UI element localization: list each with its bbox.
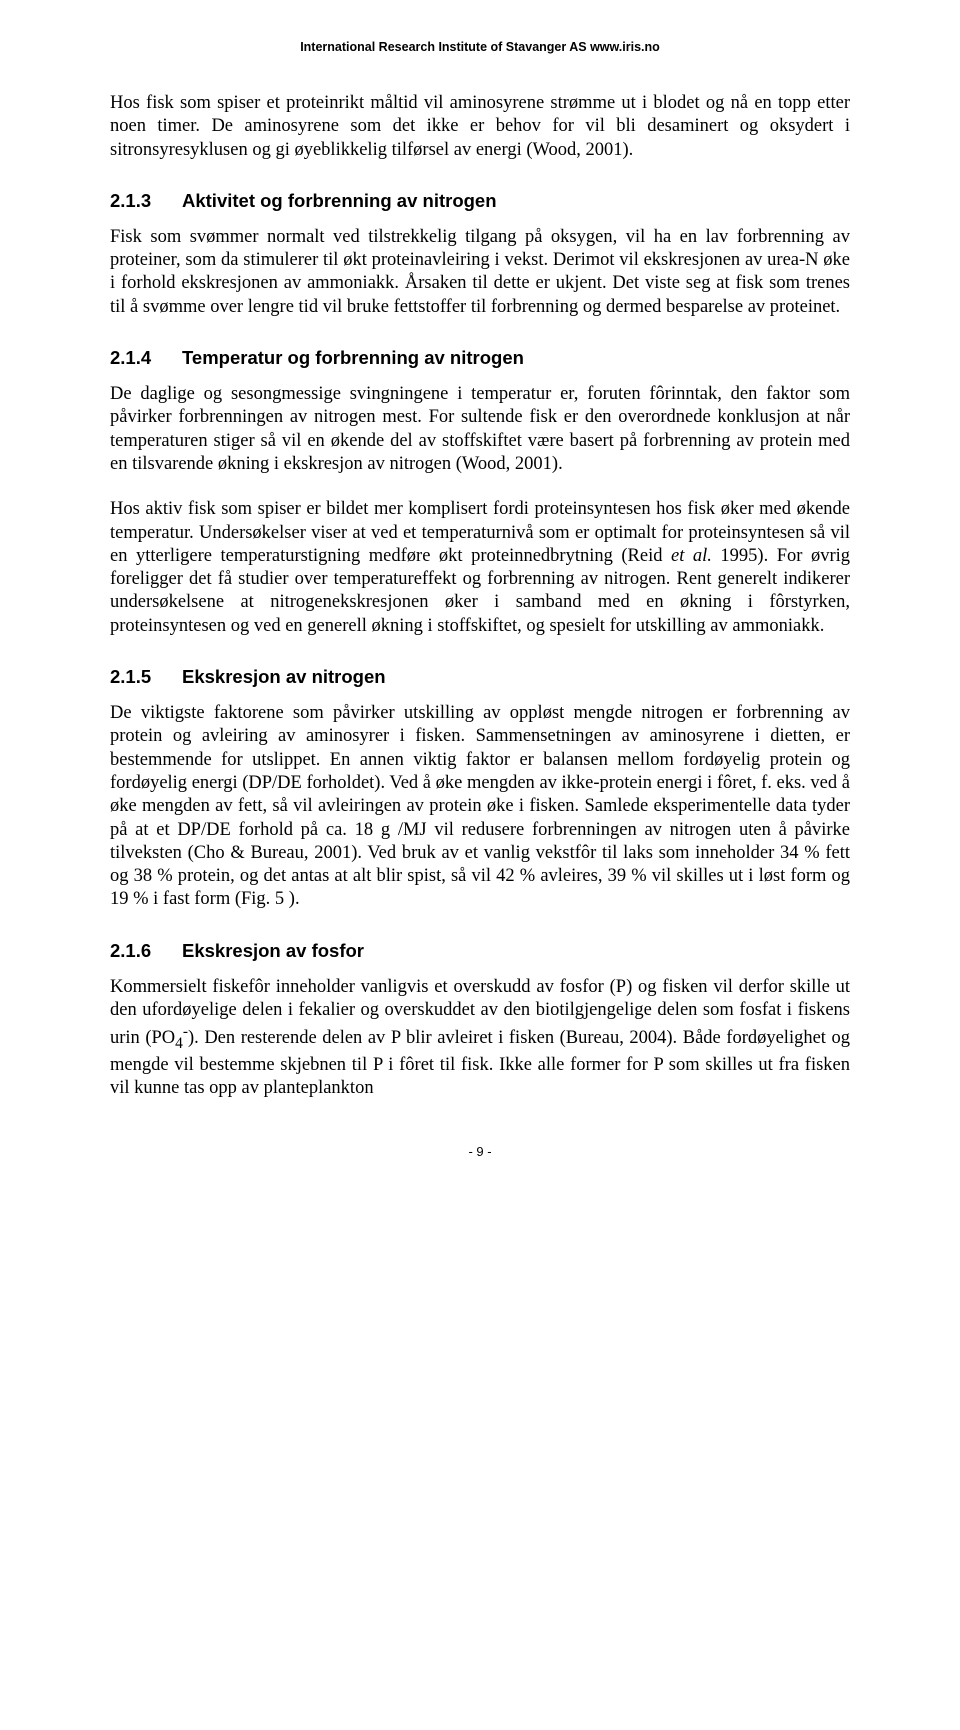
- paragraph: De daglige og sesongmessige svingningene…: [110, 383, 850, 476]
- heading-title: Temperatur og forbrenning av nitrogen: [182, 347, 524, 368]
- heading-number: 2.1.3: [110, 190, 182, 212]
- page-header: International Research Institute of Stav…: [110, 40, 850, 54]
- paragraph: Fisk som svømmer normalt ved tilstrekkel…: [110, 226, 850, 319]
- heading-number: 2.1.6: [110, 940, 182, 962]
- paragraph: Hos aktiv fisk som spiser er bildet mer …: [110, 498, 850, 638]
- heading-title: Ekskresjon av fosfor: [182, 940, 364, 961]
- paragraph: Kommersielt fiskefôr inneholder vanligvi…: [110, 976, 850, 1100]
- section-heading-2-1-3: 2.1.3Aktivitet og forbrenning av nitroge…: [110, 190, 850, 212]
- heading-number: 2.1.4: [110, 347, 182, 369]
- heading-title: Aktivitet og forbrenning av nitrogen: [182, 190, 497, 211]
- paragraph: Hos fisk som spiser et proteinrikt målti…: [110, 92, 850, 162]
- subscript: 4: [175, 1035, 183, 1052]
- page-number: - 9 -: [110, 1144, 850, 1159]
- italic-text: et al.: [671, 546, 712, 566]
- text-run: ). Den resterende delen av P blir avleir…: [110, 1028, 850, 1097]
- section-heading-2-1-6: 2.1.6Ekskresjon av fosfor: [110, 940, 850, 962]
- document-page: International Research Institute of Stav…: [0, 0, 960, 1199]
- section-heading-2-1-4: 2.1.4Temperatur og forbrenning av nitrog…: [110, 347, 850, 369]
- paragraph: De viktigste faktorene som påvirker utsk…: [110, 702, 850, 912]
- section-heading-2-1-5: 2.1.5Ekskresjon av nitrogen: [110, 666, 850, 688]
- heading-title: Ekskresjon av nitrogen: [182, 666, 386, 687]
- heading-number: 2.1.5: [110, 666, 182, 688]
